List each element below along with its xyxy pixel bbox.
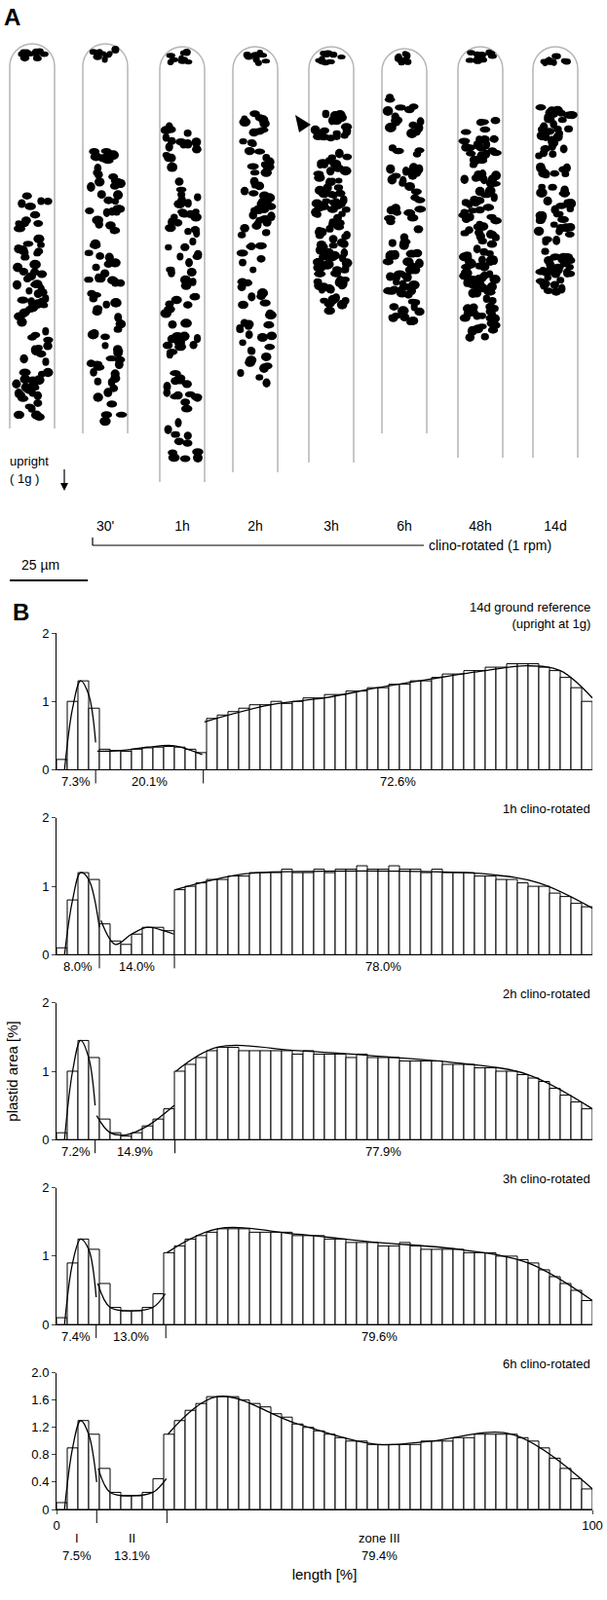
svg-text:plastid area [%]: plastid area [%] [3,1021,21,1122]
svg-text:2: 2 [41,626,49,642]
svg-text:13.0%: 13.0% [113,1329,150,1345]
svg-text:100: 100 [581,1518,604,1534]
svg-text:14.9%: 14.9% [116,1144,153,1160]
svg-text:2.0: 2.0 [31,1365,49,1381]
svg-text:79.4%: 79.4% [361,1549,398,1564]
svg-text:zone III: zone III [358,1531,401,1547]
svg-text:6h: 6h [396,518,413,534]
svg-text:2: 2 [41,1180,49,1196]
svg-text:clino-rotated (1 rpm): clino-rotated (1 rpm) [428,537,552,554]
svg-text:1.2: 1.2 [31,1420,49,1436]
svg-text:0.4: 0.4 [31,1475,49,1490]
svg-text:II: II [128,1531,136,1547]
svg-text:3h clino-rotated: 3h clino-rotated [502,1172,591,1187]
svg-text:0: 0 [52,1518,60,1534]
svg-text:30': 30' [96,518,114,534]
svg-text:2: 2 [41,995,49,1011]
svg-text:I: I [75,1531,79,1547]
svg-text:25 µm: 25 µm [21,557,60,573]
svg-text:0: 0 [41,1503,49,1518]
svg-text:7.3%: 7.3% [61,774,91,790]
svg-text:1: 1 [41,694,49,710]
svg-text:1.6: 1.6 [31,1393,49,1408]
svg-text:77.9%: 77.9% [365,1144,402,1160]
svg-text:14d: 14d [543,518,567,534]
svg-text:8.0%: 8.0% [63,959,93,975]
svg-text:7.2%: 7.2% [61,1144,91,1160]
svg-text:length [%]: length [%] [292,1566,358,1584]
svg-text:48h: 48h [468,518,492,534]
svg-text:20.1%: 20.1% [131,774,168,790]
svg-text:A: A [3,3,21,31]
svg-text:1: 1 [41,879,49,895]
svg-text:7.5%: 7.5% [62,1549,92,1564]
svg-text:( 1g ): ( 1g ) [9,471,39,487]
svg-text:0: 0 [41,948,49,963]
svg-text:1: 1 [41,1249,49,1264]
svg-text:7.4%: 7.4% [61,1329,91,1345]
svg-text:1h clino-rotated: 1h clino-rotated [502,801,591,817]
svg-text:upright: upright [9,454,49,469]
svg-text:0.8: 0.8 [31,1447,49,1463]
svg-text:0: 0 [41,762,49,778]
svg-text:6h clino-rotated: 6h clino-rotated [502,1357,591,1372]
svg-text:2: 2 [41,810,49,826]
svg-text:0: 0 [41,1318,49,1333]
svg-text:14.0%: 14.0% [118,959,155,975]
svg-text:2h clino-rotated: 2h clino-rotated [502,986,591,1002]
svg-text:72.6%: 72.6% [379,774,417,790]
svg-text:79.6%: 79.6% [361,1329,398,1345]
svg-text:78.0%: 78.0% [365,959,402,975]
svg-text:0: 0 [41,1133,49,1148]
svg-text:14d ground reference(upright a: 14d ground reference(upright at 1g) [469,600,591,632]
svg-text:1: 1 [41,1064,49,1080]
svg-text:3h: 3h [323,518,340,534]
svg-text:2h: 2h [247,518,264,534]
svg-text:B: B [12,599,30,626]
svg-text:1h: 1h [174,518,190,534]
svg-text:13.1%: 13.1% [113,1549,151,1564]
